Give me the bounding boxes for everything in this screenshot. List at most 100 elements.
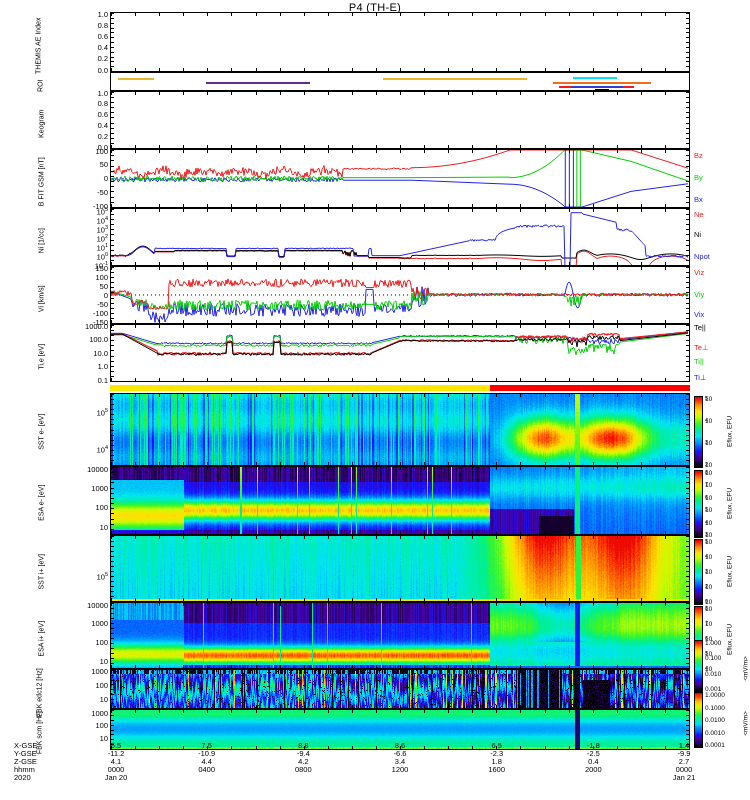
- axis-tick: [111, 513, 114, 514]
- panel-ae-index: [110, 12, 690, 72]
- colorbar-tick-label: 1.0000: [705, 692, 725, 699]
- axis-tick: [686, 493, 689, 494]
- axis-tick: [231, 145, 232, 148]
- axis-tick: [496, 267, 497, 270]
- axis-tick: [665, 325, 666, 328]
- page-title: P4 (TH-E): [348, 2, 402, 14]
- axis-tick: [135, 531, 136, 534]
- axis-tick: [641, 462, 642, 465]
- axis-tick: [689, 68, 690, 71]
- roi-strip-bar: [489, 385, 690, 391]
- axis-tick: [496, 603, 497, 606]
- axis-tick: [111, 260, 114, 261]
- axis-tick: [111, 381, 114, 382]
- axis-tick: [135, 325, 136, 328]
- axis-tick: [665, 267, 666, 270]
- axis-tick: [472, 394, 473, 397]
- y-tick-label: 50: [99, 160, 108, 170]
- axis-tick: [328, 536, 329, 539]
- axis-tick: [111, 623, 114, 624]
- axis-tick: [686, 340, 689, 341]
- axis-tick: [686, 482, 689, 483]
- axis-tick: [400, 710, 401, 713]
- axis-tick: [207, 462, 208, 465]
- axis-tick: [256, 531, 257, 534]
- axis-tick: [207, 670, 208, 673]
- axis-tick: [569, 325, 570, 328]
- axis-tick: [111, 633, 114, 634]
- axis-tick: [111, 546, 114, 547]
- axis-tick: [686, 292, 689, 293]
- axis-tick: [183, 262, 184, 265]
- axis-tick: [569, 267, 570, 270]
- axis-tick: [424, 598, 425, 601]
- axis-tick: [111, 325, 112, 328]
- axis-tick: [593, 670, 594, 673]
- axis-tick: [424, 204, 425, 207]
- axis-tick: [304, 394, 305, 397]
- axis-tick: [352, 705, 353, 708]
- axis-tick: [496, 92, 497, 95]
- axis-tick: [665, 209, 666, 212]
- axis-tick: [472, 320, 473, 323]
- axis-tick: [472, 92, 473, 95]
- colorbar-tick-label: 10 5: [705, 396, 713, 403]
- axis-tick: [448, 320, 449, 323]
- axis-tick: [424, 603, 425, 606]
- axis-tick: [231, 536, 232, 539]
- axis-tick: [111, 603, 114, 604]
- axis-tick: [280, 150, 281, 153]
- axis-tick: [183, 68, 184, 71]
- axis-tick: [304, 320, 305, 323]
- axis-tick: [617, 705, 618, 708]
- axis-tick: [328, 13, 329, 16]
- x-axis-column: 1.4 -9.9 2.7 0000 Jan 21: [654, 742, 714, 782]
- axis-tick: [111, 92, 112, 95]
- colorbar-tick-label: 0.1000: [705, 704, 725, 712]
- axis-tick: [111, 715, 114, 716]
- axis-tick: [617, 394, 618, 397]
- axis-tick: [304, 150, 305, 153]
- axis-tick: [686, 42, 689, 43]
- hhmm-value: 2000: [584, 765, 602, 774]
- axis-tick: [111, 414, 114, 415]
- axis-tick: [183, 705, 184, 708]
- axis-tick: [328, 665, 329, 668]
- axis-tick: [256, 603, 257, 606]
- axis-tick: [111, 586, 114, 587]
- axis-tick: [686, 513, 689, 514]
- axis-tick: [111, 366, 114, 367]
- z-gse-value: 2.7: [678, 757, 690, 766]
- axis-tick: [641, 710, 642, 713]
- axis-tick: [159, 394, 160, 397]
- axis-tick: [159, 467, 160, 470]
- axis-tick: [111, 613, 114, 614]
- axis-tick: [183, 394, 184, 397]
- bfit-ylabel: B FIT GSM [nT]: [38, 157, 46, 207]
- axis-tick: [545, 209, 546, 212]
- temperature-ylabel: Ti,e [eV]: [38, 343, 46, 370]
- axis-tick: [448, 467, 449, 470]
- axis-tick: [328, 145, 329, 148]
- date-value: Jan 21: [672, 773, 696, 782]
- axis-tick: [328, 462, 329, 465]
- axis-tick: [617, 320, 618, 323]
- axis-tick: [569, 13, 570, 16]
- axis-tick: [641, 209, 642, 212]
- axis-tick: [400, 536, 401, 539]
- colorbar-sst-electron: [694, 396, 703, 468]
- axis-tick: [686, 445, 689, 446]
- axis-tick: [111, 739, 114, 740]
- bfit-yticks: 100 50 0 -50 -100: [56, 147, 108, 211]
- axis-tick: [280, 204, 281, 207]
- axis-tick: [686, 224, 689, 225]
- axis-tick: [686, 202, 689, 203]
- axis-tick: [686, 143, 689, 144]
- y-gse-value: -2.5: [586, 749, 600, 758]
- axis-tick: [328, 68, 329, 71]
- axis-tick: [231, 267, 232, 270]
- axis-tick: [686, 32, 689, 33]
- y-tick-label: -100: [92, 201, 108, 211]
- axis-tick: [448, 378, 449, 381]
- axis-tick: [686, 613, 689, 614]
